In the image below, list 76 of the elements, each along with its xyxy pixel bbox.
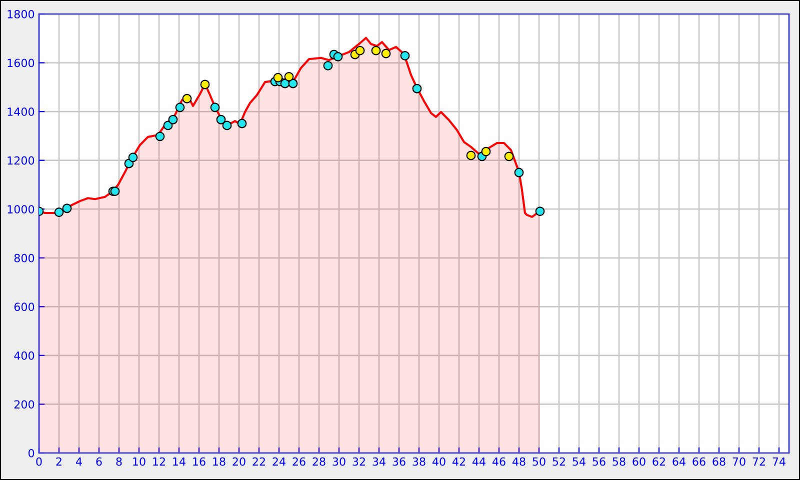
x-tick-label: 38	[412, 457, 426, 466]
point	[504, 152, 514, 162]
y-tick-label: 800	[14, 254, 34, 262]
point	[481, 146, 491, 156]
y-tick-label: 1000	[8, 205, 34, 214]
x-tick-label: 64	[672, 457, 686, 466]
point	[216, 114, 226, 124]
x-tick-label: 56	[592, 457, 606, 466]
x-tick-label: 16	[193, 457, 206, 466]
y-tick-label: 200	[14, 400, 34, 409]
point	[355, 46, 365, 56]
point	[62, 204, 72, 214]
x-tick-label: 46	[492, 457, 506, 466]
x-tick-label: 26	[292, 457, 306, 466]
y-tick-label: 1800	[8, 10, 34, 18]
x-tick-label: 74	[772, 458, 786, 466]
x-tick-label: 32	[352, 457, 365, 466]
y-tick-label: 1200	[8, 156, 34, 165]
x-tick-label: 62	[652, 457, 665, 466]
point	[288, 78, 298, 88]
point	[182, 94, 192, 104]
x-tick-label: 12	[153, 457, 165, 466]
y-tick-label: 400	[14, 351, 34, 360]
x-tick-label: 6	[96, 457, 102, 466]
point	[381, 48, 391, 58]
point	[535, 206, 545, 216]
x-tick-label: 14	[173, 458, 186, 466]
x-tick-label: 4	[76, 458, 82, 466]
point	[54, 208, 64, 218]
x-tick-label: 10	[133, 457, 146, 466]
x-tick-label: 40	[432, 457, 446, 466]
x-tick-label: 42	[452, 457, 465, 466]
x-tick-label: 44	[472, 458, 486, 466]
x-tick-label: 52	[552, 457, 565, 466]
y-tick-label: 600	[14, 302, 34, 312]
x-tick-label: 18	[213, 457, 226, 466]
point	[284, 72, 294, 82]
x-tick-label: 36	[392, 457, 406, 466]
point	[237, 118, 247, 128]
x-tick-label: 58	[612, 457, 626, 466]
point	[400, 50, 410, 60]
x-tick-label: 68	[712, 457, 726, 466]
x-tick-label: 8	[116, 457, 122, 466]
x-tick-label: 72	[752, 457, 765, 466]
point	[222, 120, 232, 130]
point	[333, 52, 343, 62]
point	[466, 150, 476, 160]
point	[371, 46, 381, 56]
x-tick-label: 48	[512, 457, 526, 466]
point	[514, 168, 524, 178]
point	[323, 60, 333, 70]
point	[163, 120, 173, 130]
x-tick-label: 28	[312, 457, 326, 466]
x-tick-label: 66	[692, 457, 706, 466]
x-tick-label: 2	[56, 457, 62, 466]
y-tick-label: 0	[28, 448, 34, 458]
y-tick-label: 1400	[8, 108, 34, 116]
point	[128, 152, 138, 162]
point	[273, 72, 283, 82]
x-tick-label: 54	[572, 458, 586, 466]
point	[175, 102, 185, 112]
point	[412, 84, 422, 94]
y-tick-label: 1600	[8, 58, 34, 68]
x-tick-label: 60	[632, 457, 646, 466]
x-tick-label: 30	[332, 457, 346, 466]
x-tick-label: 70	[732, 457, 746, 466]
x-tick-label: 24	[272, 457, 286, 466]
point	[168, 114, 178, 124]
point	[155, 132, 165, 142]
x-tick-label: 20	[232, 457, 246, 466]
x-tick-label: 0	[36, 457, 42, 466]
x-tick-label: 22	[252, 457, 265, 466]
point	[200, 80, 210, 90]
x-tick-label: 34	[372, 457, 386, 466]
point	[210, 102, 220, 112]
x-tick-label: 50	[532, 457, 546, 466]
